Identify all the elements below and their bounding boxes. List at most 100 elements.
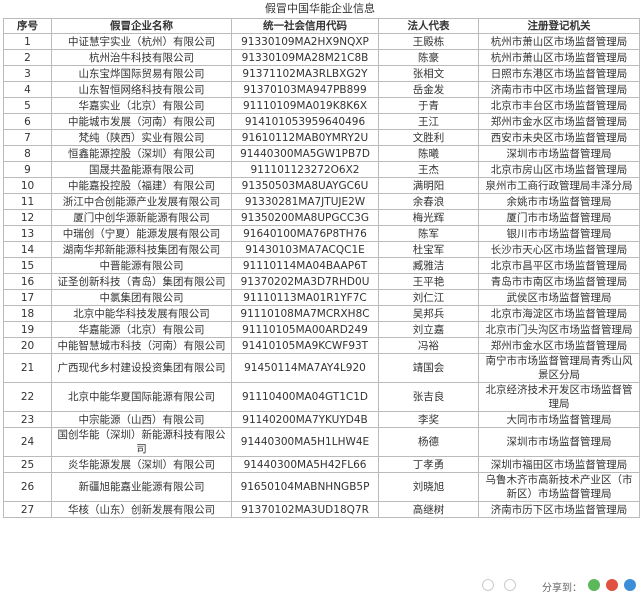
- table-cell: 20: [3, 337, 52, 354]
- share-label: 分享到：: [542, 583, 582, 594]
- table-cell: 余姚市市场监督管理局: [478, 193, 640, 210]
- table-cell: 91350503MA8UAYGC6U: [231, 177, 379, 194]
- table-cell: 丁孝勇: [378, 456, 479, 473]
- table-cell: 北京市昌平区市场监督管理局: [478, 257, 640, 274]
- table-cell: 陈曦: [378, 145, 479, 162]
- table-row: 27 华核（山东）创新发展有限公司 91370102MA3UD18Q7R 高继树 济南市…: [3, 501, 640, 518]
- footer: 分享到：: [480, 577, 640, 594]
- table-row: 25 炎华能源发展（深圳）有限公司 91440300MA5H42FL66 丁孝勇 深圳市…: [3, 456, 640, 473]
- table-cell: 杭州市萧山区市场监督管理局: [478, 33, 640, 50]
- table-cell: 91330109MA28M21C8B: [231, 49, 379, 66]
- table-row: 18 北京中能华科技发展有限公司 91110108MA7MCRXH8C 吴邦兵 北京市海…: [3, 305, 640, 322]
- table-row: 4 山东智恒网络科技有限公司 91370103MA947PB899 岳金发 济南市市中区…: [3, 81, 640, 98]
- table-cell: 于青: [378, 97, 479, 114]
- table-cell: 武侯区市场监督管理局: [478, 289, 640, 306]
- table-cell: 华嘉能源（北京）有限公司: [51, 321, 232, 338]
- table-cell: 杭州市萧山区市场监督管理局: [478, 49, 640, 66]
- table-cell: 郑州市金水区市场监督管理局: [478, 337, 640, 354]
- table-cell: 中瑞创（宁夏）能源发展有限公司: [51, 225, 232, 242]
- table-cell: 中晋能源有限公司: [51, 257, 232, 274]
- table-cell: 余春浪: [378, 193, 479, 210]
- table-cell: 26: [3, 472, 52, 502]
- table-cell: 臧雅洁: [378, 257, 479, 274]
- table-cell: 14: [3, 241, 52, 258]
- table-row: 12 厦门中创华源新能源有限公司 91350200MA8UPGCC3G 梅光辉 厦门市市…: [3, 209, 640, 226]
- table-cell: 高继树: [378, 501, 479, 518]
- table-cell: 13: [3, 225, 52, 242]
- table-row: 2 杭州治牛科技有限公司 91330109MA28M21C8B 陈豪 杭州市萧山区市场监…: [3, 49, 640, 66]
- table-cell: 南宁市市场监督管理局青秀山风景区分局: [478, 353, 640, 383]
- table-cell: 10: [3, 177, 52, 194]
- table-row: 13 中瑞创（宁夏）能源发展有限公司 91640100MA76P8TH76 陈军 银川市…: [3, 225, 640, 242]
- table-cell: 5: [3, 97, 52, 114]
- table-cell: 中能智慧城市科技（河南）有限公司: [51, 337, 232, 354]
- table-cell: 满明阳: [378, 177, 479, 194]
- table-cell: 19: [3, 321, 52, 338]
- table-row: 6 中能城市发展（河南）有限公司 914101053959640496 王江 郑州市金水…: [3, 113, 640, 130]
- table-cell: 山东智恒网络科技有限公司: [51, 81, 232, 98]
- table: 序号 假冒企业名称 统一社会信用代码 法人代表 注册登记机关 1 中证慧宇实业（杭州）有限…: [3, 18, 640, 518]
- table-cell: 郑州市金水区市场监督管理局: [478, 113, 640, 130]
- icon[interactable]: [504, 579, 516, 591]
- table-cell: 中证慧宇实业（杭州）有限公司: [51, 33, 232, 50]
- table-cell: 91450114MA7AY4L920: [231, 353, 379, 383]
- table-cell: 银川市市场监督管理局: [478, 225, 640, 242]
- table-cell: 王杰: [378, 161, 479, 178]
- table-cell: 27: [3, 501, 52, 518]
- table-cell: 9: [3, 161, 52, 178]
- table-cell: 杭州治牛科技有限公司: [51, 49, 232, 66]
- table-cell: 西安市未央区市场监督管理局: [478, 129, 640, 146]
- table-cell: 91640100MA76P8TH76: [231, 225, 379, 242]
- table-cell: 长沙市天心区市场监督管理局: [478, 241, 640, 258]
- table-cell: 证圣创新科技（青岛）集团有限公司: [51, 273, 232, 290]
- table-cell: 中氯集团有限公司: [51, 289, 232, 306]
- table-body: 1 中证慧宇实业（杭州）有限公司 91330109MA2HX9NQXP 王殿栋 杭州市萧…: [3, 33, 640, 518]
- table-cell: 泉州市工商行政管理局丰泽分局: [478, 177, 640, 194]
- table-cell: 11: [3, 193, 52, 210]
- table-cell: 大同市市场监督管理局: [478, 411, 640, 428]
- table-cell: 梵纯（陕西）实业有限公司: [51, 129, 232, 146]
- table-cell: 91330281MA7JTUJE2W: [231, 193, 379, 210]
- table-cell: 新疆旭能嘉业能源有限公司: [51, 472, 232, 502]
- table-cell: 深圳市市场监督管理局: [478, 427, 640, 457]
- table-cell: 乌鲁木齐市高新技术产业区（市新区）市场监督管理局: [478, 472, 640, 502]
- table-cell: 91440300MA5H42FL66: [231, 456, 379, 473]
- table-cell: 91110400MA04GT1C1D: [231, 382, 379, 412]
- table-cell: 刘晓旭: [378, 472, 479, 502]
- table-cell: 15: [3, 257, 52, 274]
- share-weibo[interactable]: [606, 579, 618, 591]
- table-row: 22 北京中能华夏国际能源有限公司 91110400MA04GT1C1D 张吉良 北京经…: [3, 382, 640, 412]
- table-row: 24 国创华能（深圳）新能源科技有限公司 91440300MA5H1LHW4E 杨德深…: [3, 427, 640, 457]
- table-cell: 张相文: [378, 65, 479, 82]
- share-qq[interactable]: [624, 579, 636, 591]
- table-cell: 王平艳: [378, 273, 479, 290]
- table-cell: 深圳市福田区市场监督管理局: [478, 456, 640, 473]
- icon[interactable]: [482, 579, 494, 591]
- table-cell: 91110109MA019K8K6X: [231, 97, 379, 114]
- table-row: 16 证圣创新科技（青岛）集团有限公司 91370202MA3D7RHD0U 王平艳青…: [3, 273, 640, 290]
- share-wechat[interactable]: [588, 579, 600, 591]
- table-cell: 17: [3, 289, 52, 306]
- table-cell: 恒鑫能源控股（深圳）有限公司: [51, 145, 232, 162]
- table-cell: 3: [3, 65, 52, 82]
- header-cell: 法人代表: [378, 18, 479, 34]
- table-cell: 91110114MA04BAAP6T: [231, 257, 379, 274]
- table-cell: 浙江中合创能源产业发展有限公司: [51, 193, 232, 210]
- table-cell: 北京市丰台区市场监督管理局: [478, 97, 640, 114]
- table-cell: 陈豪: [378, 49, 479, 66]
- table-cell: 深圳市市场监督管理局: [478, 145, 640, 162]
- table-row: 21 广西现代乡村建设投资集团有限公司 91450114MA7AY4L920 靖国会南…: [3, 353, 640, 383]
- table-cell: 厦门中创华源新能源有限公司: [51, 209, 232, 226]
- table-cell: 16: [3, 273, 52, 290]
- table-cell: 张吉良: [378, 382, 479, 412]
- table-cell: 18: [3, 305, 52, 322]
- table-cell: 4: [3, 81, 52, 98]
- table-cell: 中宗能源（山西）有限公司: [51, 411, 232, 428]
- table-cell: 22: [3, 382, 52, 412]
- table-cell: 杜宝军: [378, 241, 479, 258]
- table-cell: 青岛市市南区市场监督管理局: [478, 273, 640, 290]
- table-cell: 中能嘉投控股（福建）有限公司: [51, 177, 232, 194]
- table-cell: 靖国会: [378, 353, 479, 383]
- table-cell: 陈军: [378, 225, 479, 242]
- table-cell: 91370202MA3D7RHD0U: [231, 273, 379, 290]
